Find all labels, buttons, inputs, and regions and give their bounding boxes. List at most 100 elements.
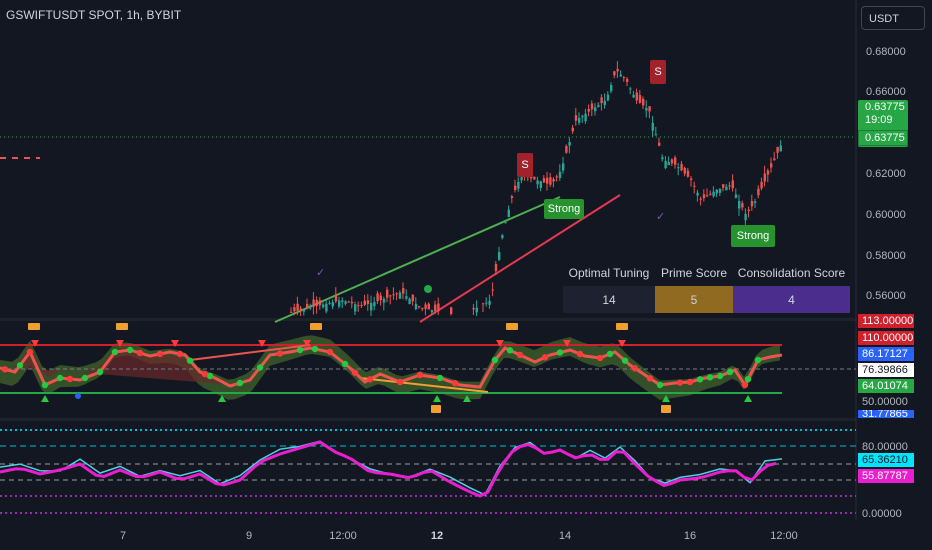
price-tick: 0.62000 — [866, 168, 906, 180]
price-pane[interactable]: ✓ ✓ — [0, 61, 856, 323]
osc-signal-dot — [366, 376, 374, 383]
rsi-pane[interactable] — [0, 429, 856, 514]
candle-body — [290, 311, 293, 313]
signal-dot-icon — [424, 285, 432, 293]
divergence-line — [189, 344, 311, 361]
osc-signal-dot — [16, 362, 24, 369]
osc-signal-dot — [436, 374, 444, 382]
strong-signal-label[interactable]: Strong — [731, 225, 775, 247]
alert-flag-icon — [116, 323, 128, 330]
oscillator-pane[interactable] — [0, 323, 856, 413]
candle-body — [728, 185, 731, 187]
price-tick: 0.58000 — [866, 250, 906, 262]
candle-body — [494, 264, 498, 272]
symbol-title[interactable]: GSWIFTUSDT SPOT, 1h, BYBIT — [6, 8, 182, 22]
candle-body — [418, 306, 421, 308]
osc-signal-dot — [126, 346, 134, 354]
candle-body — [514, 185, 517, 190]
candle-body — [354, 304, 357, 312]
candle-body — [674, 157, 677, 165]
candle-body — [341, 300, 344, 303]
divergence-line — [359, 377, 489, 393]
candle-body — [312, 299, 315, 307]
candle-body — [635, 92, 638, 101]
alert-flag-icon — [506, 323, 518, 330]
candle-body — [619, 74, 622, 77]
candle-body — [437, 303, 440, 312]
candle-body — [568, 142, 571, 146]
osc-signal-dot — [81, 374, 89, 382]
osc-signal-dot — [26, 348, 34, 356]
overbought-triangle-icon — [618, 340, 626, 347]
candle-body — [450, 307, 453, 314]
candle-body — [718, 188, 722, 193]
strong-signal-label[interactable]: Strong — [544, 199, 584, 219]
osc-signal-dot — [556, 349, 564, 356]
candle-body — [613, 71, 616, 76]
price-tick: 0.68000 — [866, 46, 906, 58]
osc-signal-dot — [41, 381, 49, 389]
osc-signal-dot — [621, 357, 629, 364]
candle-body — [558, 171, 562, 178]
candle-body — [507, 209, 510, 217]
pane-separator[interactable] — [0, 318, 856, 321]
candle-body — [299, 308, 302, 310]
candle-body — [421, 308, 424, 310]
oscillator-markers — [1, 323, 762, 413]
candle-body — [549, 177, 552, 185]
candle-body — [331, 302, 334, 307]
candle-body — [562, 163, 565, 171]
candle-body — [293, 307, 296, 312]
candle-body — [376, 293, 379, 302]
candle-body — [712, 191, 715, 197]
candle-body — [760, 181, 763, 189]
overbought-triangle-icon — [31, 340, 39, 347]
last-price: 0.63775 — [865, 132, 905, 144]
candle-body — [642, 98, 645, 106]
oversold-triangle-icon — [218, 395, 226, 402]
osc-signal-dot — [576, 350, 584, 358]
rsi-signal-line — [0, 440, 777, 498]
candle-body — [322, 304, 325, 308]
time-tick: 14 — [558, 530, 572, 542]
candle-body — [680, 163, 683, 171]
candle-body — [318, 300, 322, 306]
osc-signal-dot — [686, 378, 694, 386]
candle-body — [693, 185, 696, 187]
candle-body — [677, 167, 680, 169]
osc-signal-dot — [506, 347, 514, 354]
overbought-triangle-icon — [303, 340, 311, 347]
time-tick: 12:00 — [329, 530, 357, 542]
candle-body — [510, 196, 514, 198]
candle-body — [747, 209, 750, 212]
candle-body — [696, 192, 699, 196]
sell-signal-label[interactable]: S — [517, 153, 533, 177]
candle-body — [434, 304, 437, 311]
alert-flag-icon — [661, 405, 671, 413]
time-tick: 12:00 — [770, 530, 798, 542]
osc-signal-dot — [631, 365, 639, 372]
table-header-consolidation-score: Consolidation Score — [733, 259, 850, 286]
candle-body — [546, 177, 549, 184]
time-tick: 16 — [683, 530, 697, 542]
candle-body — [699, 198, 702, 200]
overbought-triangle-icon — [258, 340, 266, 347]
candle-body — [485, 302, 488, 304]
rsi-line — [0, 440, 783, 496]
pane-separator[interactable] — [0, 418, 856, 421]
oversold-triangle-icon — [41, 395, 49, 402]
osc-signal-dot — [236, 379, 244, 387]
osc-signal-dot — [541, 354, 549, 361]
candle-body — [430, 310, 434, 313]
candle-body — [504, 222, 507, 224]
candle-body — [741, 203, 744, 208]
currency-button[interactable]: USDT — [861, 6, 925, 30]
candle-body — [587, 108, 590, 112]
sell-signal-label[interactable]: S — [650, 60, 666, 84]
candle-body — [686, 170, 690, 177]
oversold-triangle-icon — [463, 395, 471, 402]
candle-body — [600, 97, 603, 104]
candle-body — [770, 163, 773, 168]
candle-body — [754, 201, 757, 203]
